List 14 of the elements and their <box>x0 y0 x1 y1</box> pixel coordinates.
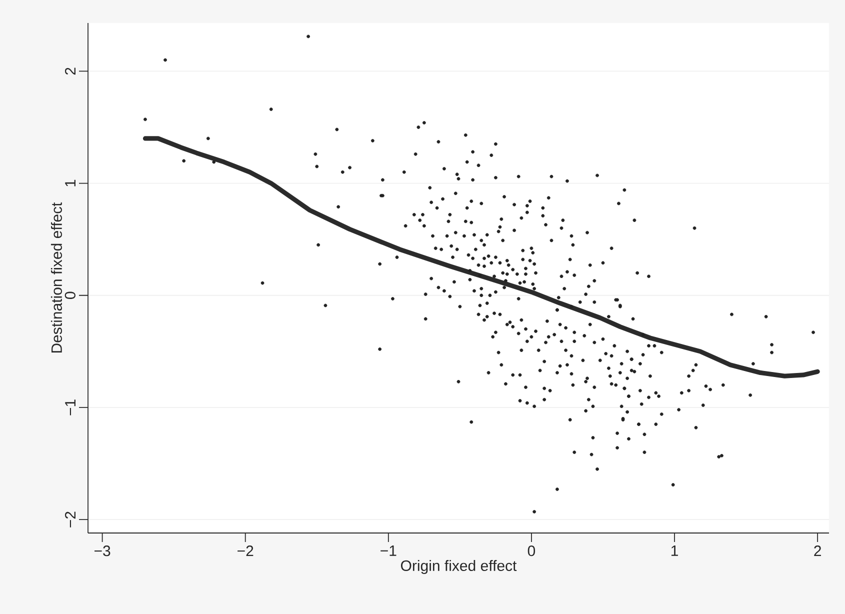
y-tick-label: −2 <box>64 512 76 528</box>
x-tick-label: 2 <box>814 546 821 556</box>
line-series <box>142 136 820 378</box>
x-axis-title: Origin fixed effect <box>400 560 517 574</box>
y-tick-label: 1 <box>65 180 76 186</box>
y-axis-title: Destination fixed effect <box>50 202 62 353</box>
x-tick-label: −2 <box>238 546 254 556</box>
x-tick-label: −3 <box>94 546 110 556</box>
x-tick-label: 0 <box>528 546 536 556</box>
y-tick-label: −1 <box>65 400 76 416</box>
y-tick-label: 0 <box>64 292 76 299</box>
x-tick-label: −1 <box>380 546 396 556</box>
x-tick-label: 1 <box>671 546 678 556</box>
y-tick-label: 2 <box>64 68 76 75</box>
